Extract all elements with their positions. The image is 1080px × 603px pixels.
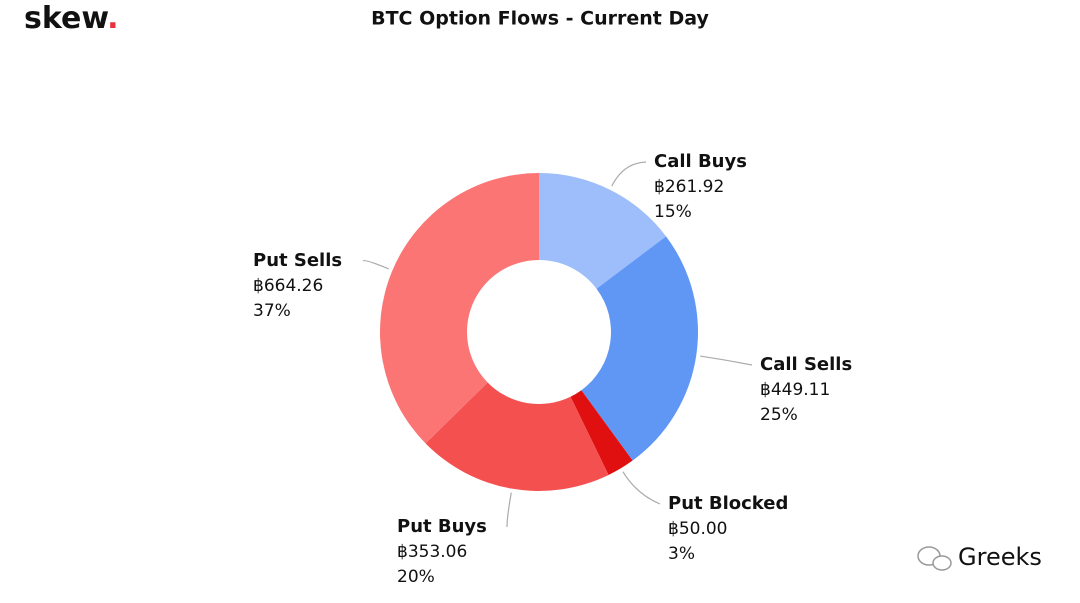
slice-label: Call Buys xyxy=(654,151,747,172)
slice xyxy=(581,236,698,461)
slice xyxy=(570,390,633,475)
slice xyxy=(539,173,667,289)
watermark-icon xyxy=(932,555,952,571)
percent-label: 20% xyxy=(397,567,435,587)
logo: skew. xyxy=(24,1,119,36)
slice-label: Put Blocked xyxy=(668,493,788,514)
chart-title: BTC Option Flows - Current Day xyxy=(371,8,709,30)
percent-label: 25% xyxy=(760,405,798,425)
percent-label: 37% xyxy=(253,301,291,321)
logo-text: skew xyxy=(24,1,108,36)
slice xyxy=(425,382,609,492)
leader-line xyxy=(362,260,389,270)
value-label: ฿261.92 xyxy=(654,177,724,197)
percent-label: 3% xyxy=(668,544,695,564)
slice xyxy=(379,173,539,444)
percent-label: 15% xyxy=(654,202,692,222)
value-label: ฿664.26 xyxy=(253,276,323,296)
leader-line xyxy=(622,471,661,505)
value-label: ฿353.06 xyxy=(397,542,467,562)
slice-label: Call Sells xyxy=(760,354,852,375)
value-label: ฿449.11 xyxy=(760,380,830,400)
watermark: Greeks xyxy=(917,543,1042,571)
slice-label: Put Sells xyxy=(253,250,342,271)
leader-line xyxy=(611,161,647,187)
leader-line xyxy=(700,355,753,366)
watermark-text: Greeks xyxy=(958,543,1042,571)
slice-label: Put Buys xyxy=(397,516,487,537)
value-label: ฿50.00 xyxy=(668,519,727,539)
leader-line xyxy=(506,492,512,528)
logo-dot: . xyxy=(107,1,118,36)
